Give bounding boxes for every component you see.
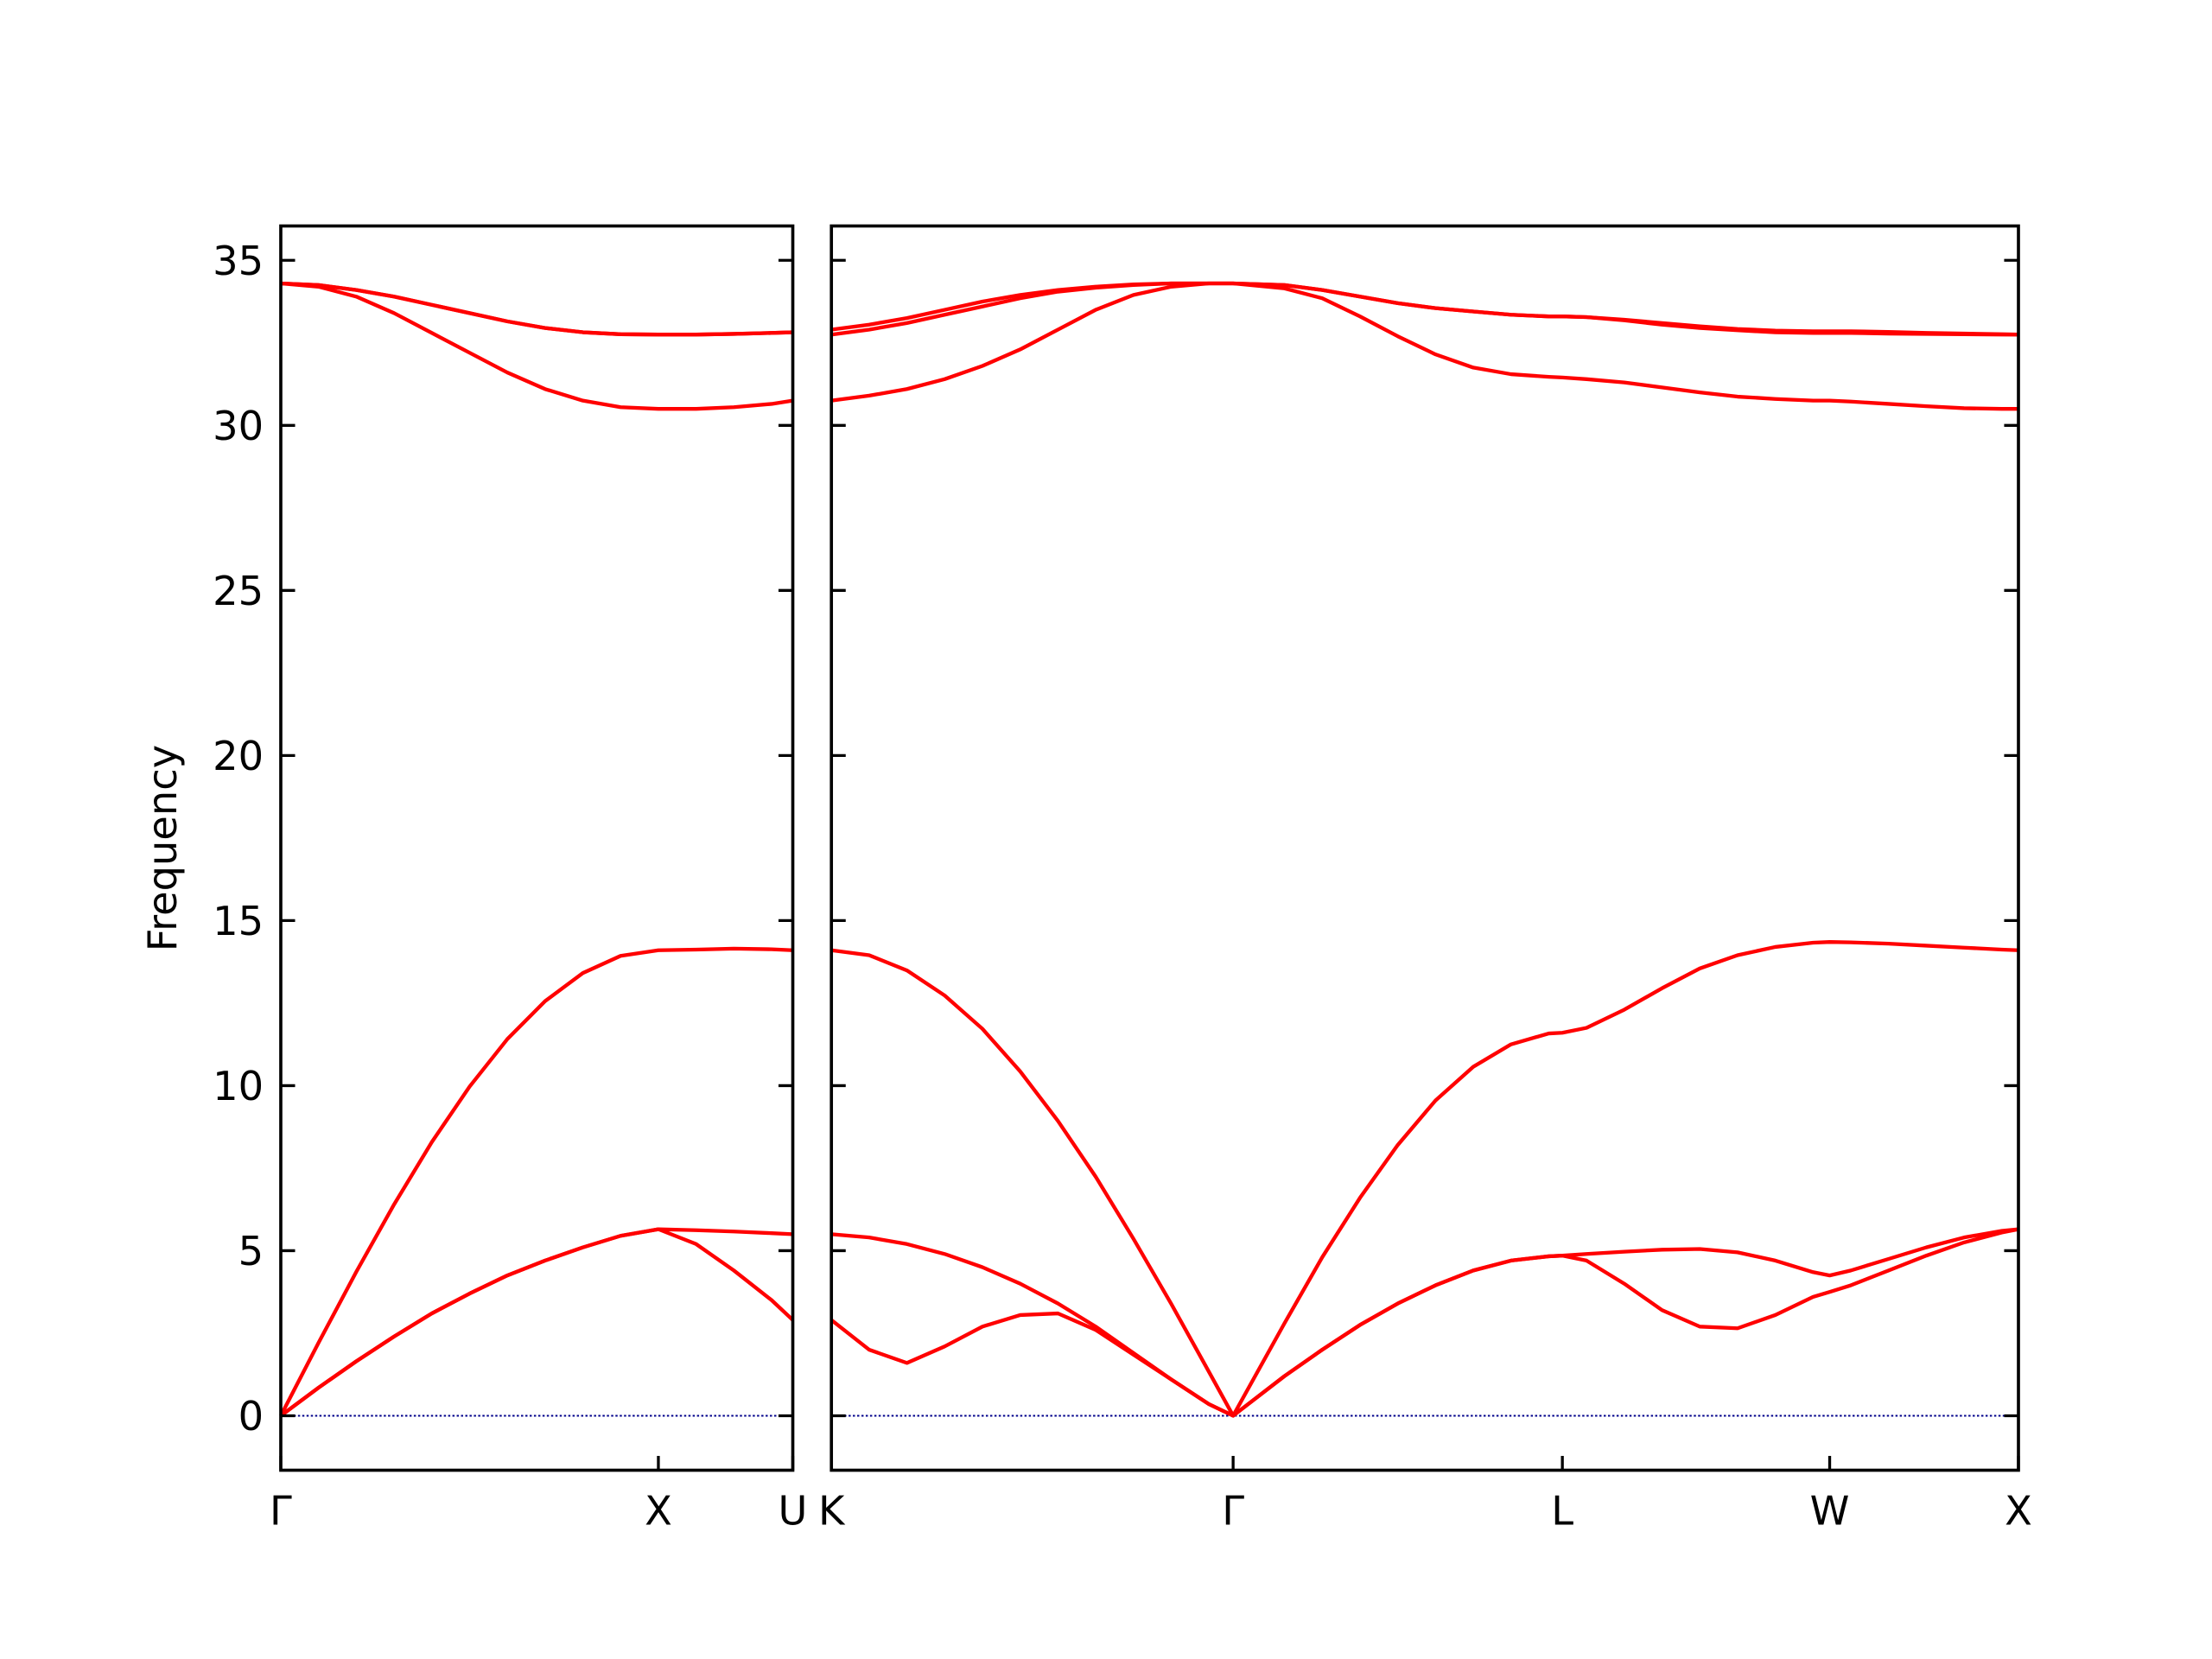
axes-frame <box>830 224 2020 1472</box>
y-tick-label: 20 <box>213 733 264 779</box>
y-tick-label: 30 <box>213 403 264 449</box>
band-line <box>830 1227 2019 1418</box>
x-tick-label: X <box>645 1487 672 1534</box>
band-line <box>280 281 793 337</box>
y-tick-label: 35 <box>213 238 264 284</box>
band-line <box>830 940 2019 1418</box>
x-tick-label: W <box>1810 1487 1850 1534</box>
x-tick-label: Γ <box>1222 1487 1244 1534</box>
y-tick-label: 0 <box>238 1393 264 1440</box>
y-axis-label: Frequency <box>139 745 186 951</box>
band-line <box>830 281 2018 337</box>
x-tick-label: L <box>1551 1487 1573 1534</box>
axes-frame <box>279 224 795 1472</box>
x-tick-label: K <box>818 1487 846 1534</box>
band-line <box>830 281 2018 411</box>
x-tick-label: Γ <box>270 1487 292 1534</box>
band-line <box>830 281 2019 337</box>
band-line <box>279 946 793 1417</box>
x-tick-label: U <box>779 1487 808 1534</box>
band-line <box>831 1227 2019 1418</box>
band-line <box>280 281 793 411</box>
band-line <box>279 1227 794 1418</box>
y-tick-label: 15 <box>213 898 264 944</box>
x-tick-label: X <box>2005 1487 2032 1534</box>
y-tick-label: 5 <box>238 1228 264 1274</box>
y-tick-label: 25 <box>213 568 264 614</box>
y-tick-label: 10 <box>213 1063 264 1109</box>
